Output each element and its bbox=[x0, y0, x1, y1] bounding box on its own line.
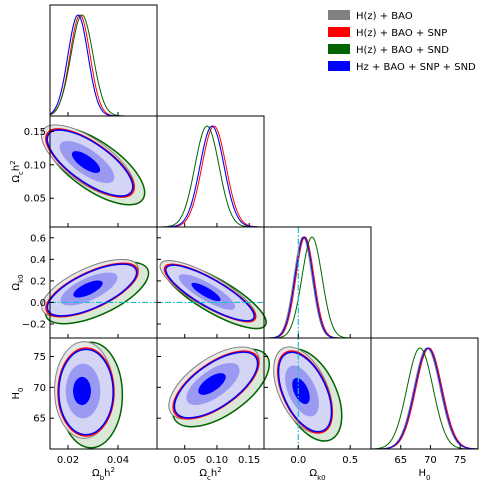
marginal-curve bbox=[157, 125, 264, 228]
contour bbox=[198, 373, 226, 395]
y-tick-label: 0.10 bbox=[24, 160, 46, 171]
y-tick-label: 0.4 bbox=[30, 255, 46, 266]
legend-swatch bbox=[328, 61, 350, 71]
x-tick-label: 0.5 bbox=[342, 455, 358, 466]
label-part: Ω bbox=[11, 283, 22, 291]
legend-label: Hz + BAO + SNP + SND bbox=[356, 62, 476, 73]
label-part: h bbox=[211, 468, 217, 479]
contour bbox=[277, 351, 333, 433]
label-part: k0 bbox=[17, 274, 25, 283]
axis-label: Ωch2 bbox=[9, 160, 25, 182]
x-tick-label: 0.05 bbox=[174, 455, 196, 466]
y-tick-label: 0.6 bbox=[30, 233, 46, 244]
axis-label: Ωk0 bbox=[11, 274, 25, 290]
marginal-curve bbox=[157, 125, 264, 228]
marginal-curve bbox=[371, 347, 478, 450]
label-part: Ω bbox=[309, 468, 317, 479]
label-part: 2 bbox=[217, 466, 221, 474]
legend-swatch bbox=[328, 27, 350, 37]
y-tick-label: 0.05 bbox=[24, 194, 46, 205]
panel-frame bbox=[370, 337, 479, 450]
axis-label: Ωk0 bbox=[309, 468, 325, 482]
contour bbox=[46, 129, 134, 197]
axis-label: H0 bbox=[11, 388, 25, 400]
label-part: Ω bbox=[11, 175, 22, 183]
label-part: 0 bbox=[426, 474, 430, 482]
label-part: H bbox=[419, 468, 427, 479]
x-tick-label: 0.10 bbox=[206, 455, 228, 466]
panel-frame bbox=[263, 226, 372, 339]
marginal-curve bbox=[264, 236, 371, 339]
legend-swatch bbox=[328, 44, 350, 54]
x-tick-label: 65 bbox=[394, 455, 407, 466]
label-part: 2 bbox=[9, 160, 17, 164]
label-part: h bbox=[104, 468, 110, 479]
y-tick-label: 65 bbox=[33, 414, 46, 425]
contour bbox=[58, 348, 114, 436]
marginal-curve bbox=[157, 125, 264, 228]
contour bbox=[191, 282, 221, 302]
marginal-curve bbox=[371, 347, 479, 450]
label-part: 2 bbox=[110, 466, 114, 474]
contour bbox=[292, 377, 310, 405]
axis-label: H0 bbox=[419, 468, 431, 482]
legend-label: H(z) + BAO bbox=[356, 11, 413, 22]
axis-label: Ωbh2 bbox=[92, 466, 115, 482]
label-part: Ω bbox=[199, 468, 207, 479]
contour bbox=[73, 376, 91, 406]
label-part: c bbox=[17, 171, 25, 175]
contour bbox=[173, 351, 259, 419]
contour bbox=[73, 280, 103, 298]
label-part: Ω bbox=[92, 468, 100, 479]
contour bbox=[71, 151, 101, 173]
y-tick-label: 0.2 bbox=[30, 276, 46, 287]
legend-swatch bbox=[328, 10, 350, 20]
x-tick-label: 0.0 bbox=[290, 455, 306, 466]
marginal-curve bbox=[371, 347, 478, 450]
x-tick-label: 75 bbox=[454, 455, 467, 466]
x-tick-label: 70 bbox=[424, 455, 437, 466]
marginal-curve bbox=[371, 347, 478, 450]
axis-label: Ωch2 bbox=[199, 466, 221, 482]
y-tick-label: 0.15 bbox=[24, 127, 46, 138]
label-part: b bbox=[100, 474, 105, 482]
contour bbox=[165, 264, 255, 322]
label-part: c bbox=[207, 474, 211, 482]
marginal-curve bbox=[157, 125, 264, 228]
y-tick-label: 0.0 bbox=[30, 298, 46, 309]
label-part: k0 bbox=[317, 474, 326, 482]
legend-label: H(z) + BAO + SNP bbox=[356, 28, 447, 39]
y-tick-label: −0.2 bbox=[22, 319, 46, 330]
panel-frame bbox=[156, 115, 265, 228]
label-part: h bbox=[11, 165, 22, 171]
panel-frame bbox=[49, 4, 158, 117]
y-tick-label: 70 bbox=[33, 383, 46, 394]
y-tick-label: 75 bbox=[33, 352, 46, 363]
label-part: 0 bbox=[17, 388, 25, 392]
x-tick-label: 0.02 bbox=[57, 455, 79, 466]
label-part: H bbox=[11, 392, 22, 400]
legend-label: H(z) + BAO + SND bbox=[356, 45, 449, 56]
contour bbox=[46, 263, 138, 317]
x-tick-label: 0.04 bbox=[107, 455, 129, 466]
x-tick-label: 0.15 bbox=[238, 455, 260, 466]
